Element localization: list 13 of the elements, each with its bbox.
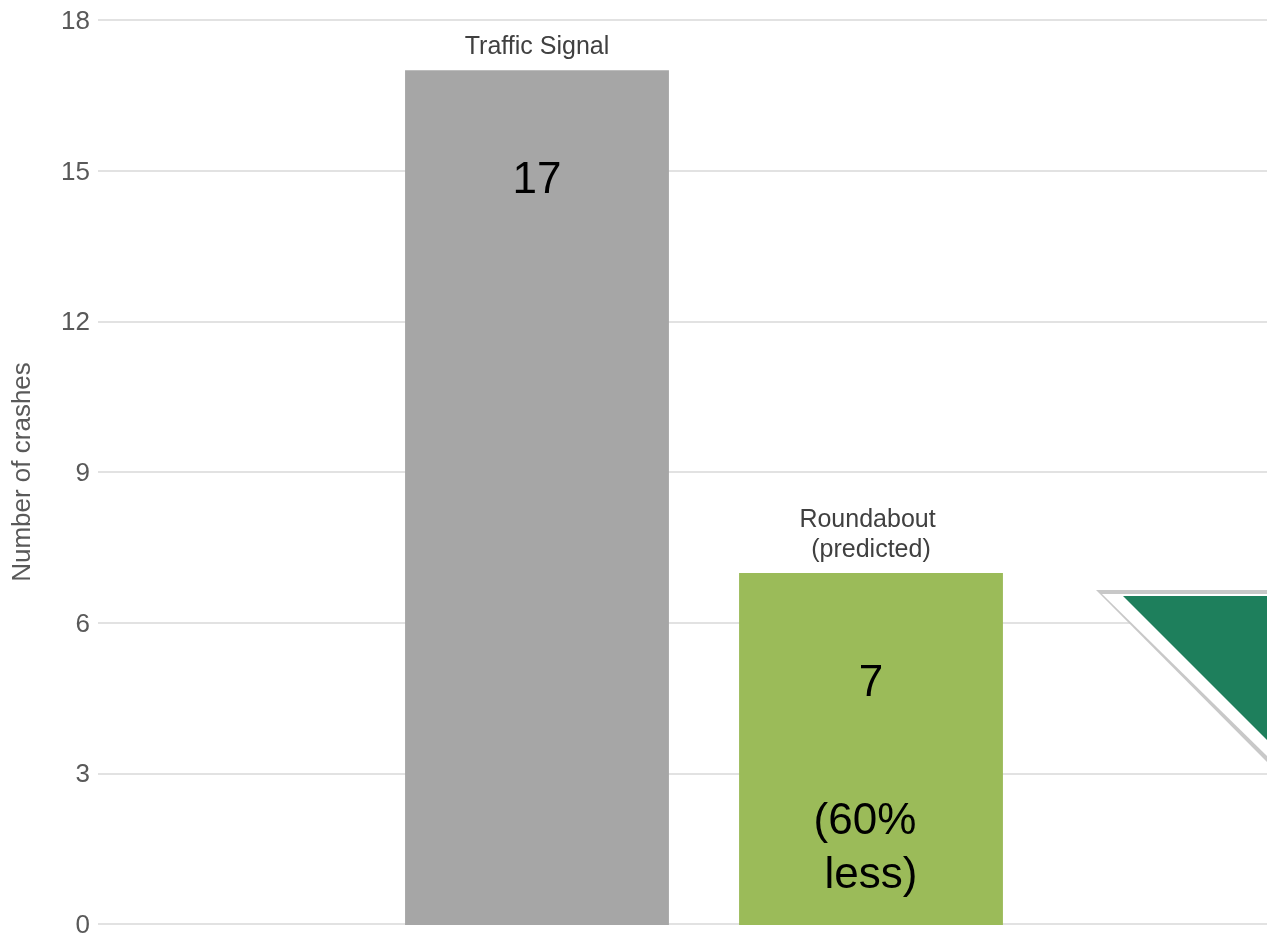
annotation: (60% less)	[813, 793, 929, 897]
y-axis-title: Number of crashes	[6, 362, 36, 582]
data-label: 7	[858, 655, 884, 705]
y-tick-label: 18	[61, 5, 90, 35]
y-tick-label: 0	[75, 909, 90, 937]
x-tick-label: Roundabout (predicted)	[799, 504, 943, 563]
y-tick-label: 6	[75, 607, 90, 638]
y-tick-label: 9	[75, 457, 90, 487]
data-label: 17	[512, 152, 562, 202]
y-tick-label: 3	[75, 758, 90, 789]
y-tick-label: 15	[61, 155, 90, 186]
x-tick-label: Traffic Signal	[464, 31, 610, 60]
y-tick-label: 12	[61, 306, 90, 337]
